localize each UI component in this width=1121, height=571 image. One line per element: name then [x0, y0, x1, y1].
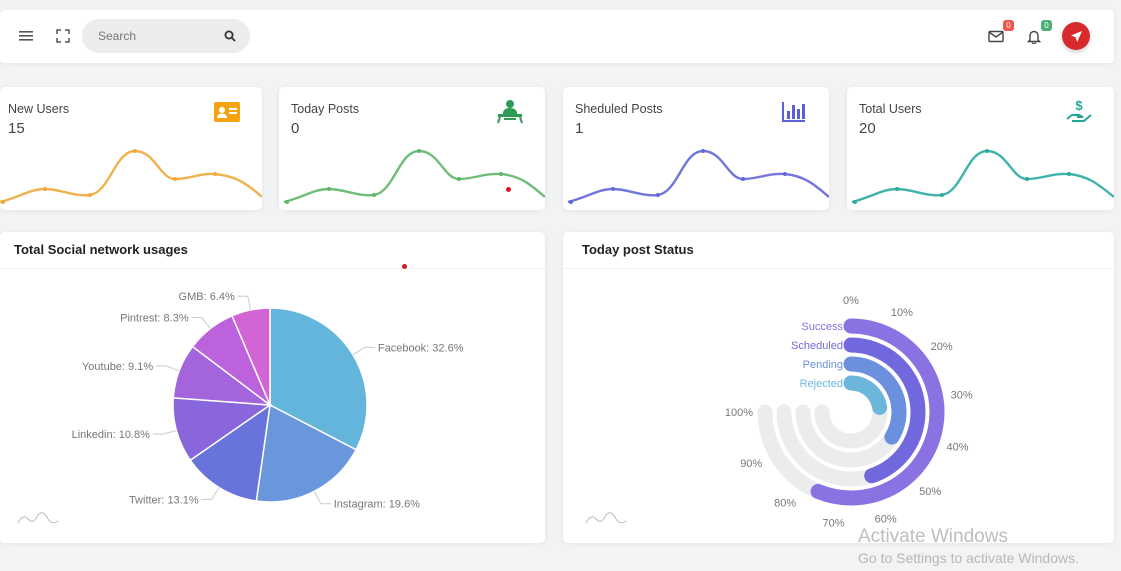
top-bar: 0 0: [0, 10, 1114, 63]
chart-logo-icon: [17, 512, 59, 524]
radial-bar-success[interactable]: [810, 318, 945, 506]
radial-bar-rejected[interactable]: [843, 375, 888, 415]
pie-label-linkedin: Linkedin: 10.8%: [72, 429, 150, 441]
pie-label-youtube: Youtube: 9.1%: [82, 361, 153, 373]
sparkline-scheduled-posts: [567, 149, 829, 204]
post-status-panel: Today post Status Success Scheduled Pendin…: [563, 232, 1114, 543]
radial-chart: Success Scheduled Pending Rejected 0% 10% 20% 3…: [585, 295, 973, 530]
pie-label-gmb: GMB: 6.4%: [179, 291, 235, 303]
search-box: [82, 19, 250, 53]
activation-watermark-text: Go to Settings to activate Windows.: [858, 550, 1079, 566]
stat-card-today-posts: Today Posts 0: [279, 87, 545, 210]
pie-leader-line: [191, 317, 211, 329]
radial-legend-rejected: Rejected: [800, 378, 843, 390]
radial-tick-label: 70%: [822, 518, 844, 530]
stat-card-scheduled-posts: Sheduled Posts 1: [563, 87, 829, 210]
radial-tick-label: 50%: [919, 486, 941, 498]
stat-title: Sheduled Posts: [575, 102, 663, 116]
sparkline-total-users: [851, 149, 1114, 204]
radial-legend-scheduled: Scheduled: [791, 340, 843, 352]
stat-title: Total Users: [859, 102, 922, 116]
radial-tick-label: 10%: [891, 307, 913, 319]
panel-title: Today post Status: [582, 242, 694, 257]
pie-slice-instagram[interactable]: [255, 403, 358, 503]
pie-slice-gmb[interactable]: [231, 307, 271, 406]
sparkline-new-users: [0, 149, 262, 204]
radial-tick-label: 0%: [843, 295, 859, 307]
notification-count-badge: 0: [1041, 20, 1052, 31]
pie-chart: Facebook: 32.6% Instagram: 19.6% Twitter: …: [17, 291, 464, 524]
pie-slice-twitter[interactable]: [189, 403, 271, 502]
stat-value: 1: [575, 120, 584, 137]
radial-tick-label: 30%: [951, 389, 973, 401]
hand-dollar-icon: $: [1064, 98, 1094, 125]
pie-slice-linkedin[interactable]: [172, 397, 273, 462]
social-usage-panel: Total Social network usages Facebook: 32…: [0, 232, 545, 543]
search-icon[interactable]: [224, 30, 236, 42]
activation-watermark-title: Activate Windows: [858, 526, 1008, 547]
mail-button[interactable]: 0: [986, 20, 1014, 46]
radial-tick-label: 20%: [931, 341, 953, 353]
pie-leader-line: [313, 491, 331, 505]
search-input[interactable]: [98, 29, 218, 43]
radial-tick-label: 60%: [875, 514, 897, 526]
chart-logo-icon: [585, 512, 627, 524]
radial-tick-label: 90%: [740, 458, 762, 470]
menu-icon[interactable]: [16, 26, 36, 46]
radial-legend-pending: Pending: [803, 359, 843, 371]
pie-leader-line: [237, 295, 252, 311]
avatar[interactable]: [1062, 22, 1090, 50]
stat-card-new-users: New Users 15: [0, 87, 262, 210]
cursor-dot: [506, 187, 511, 192]
pie-leader-line: [156, 365, 180, 372]
radial-tick-label: 80%: [774, 498, 796, 510]
radial-tick-label: 40%: [947, 442, 969, 454]
radial-legend-success: Success: [801, 321, 843, 333]
radial-bar-scheduled[interactable]: [843, 337, 926, 484]
pie-leader-line: [352, 346, 375, 356]
radial-bar-pending[interactable]: [843, 356, 907, 445]
pie-leader-line: [152, 429, 177, 435]
mail-count-badge: 0: [1003, 20, 1014, 31]
radial-tick-label: 100%: [725, 407, 753, 419]
svg-text:$: $: [1075, 99, 1083, 113]
pie-label-twitter: Twitter: 13.1%: [129, 494, 199, 506]
stat-card-total-users: Total Users 20 $: [847, 87, 1114, 210]
bell-icon: [1027, 30, 1041, 44]
divider: [0, 268, 545, 269]
stat-value: 15: [8, 120, 25, 137]
fullscreen-icon[interactable]: [53, 26, 73, 46]
stat-title: New Users: [8, 102, 70, 116]
pie-label-pintrest: Pintrest: 8.3%: [120, 313, 189, 325]
send-icon: [1070, 30, 1082, 42]
pie-label-facebook: Facebook: 32.6%: [378, 342, 464, 354]
teacher-icon: [495, 99, 525, 125]
id-card-icon: [212, 99, 242, 125]
stat-value: 20: [859, 120, 876, 137]
pie-label-instagram: Instagram: 19.6%: [334, 499, 420, 511]
divider: [563, 268, 1114, 269]
notification-button[interactable]: 0: [1024, 20, 1052, 46]
mail-icon: [988, 30, 1004, 42]
cursor-dot: [402, 264, 407, 269]
stat-title: Today Posts: [291, 102, 360, 116]
bar-chart-icon: [779, 99, 809, 125]
panel-title: Total Social network usages: [14, 242, 188, 257]
stat-value: 0: [291, 120, 300, 137]
pie-leader-line: [201, 487, 220, 500]
sparkline-today-posts: [283, 149, 545, 204]
pie-slice-facebook[interactable]: [269, 307, 368, 451]
